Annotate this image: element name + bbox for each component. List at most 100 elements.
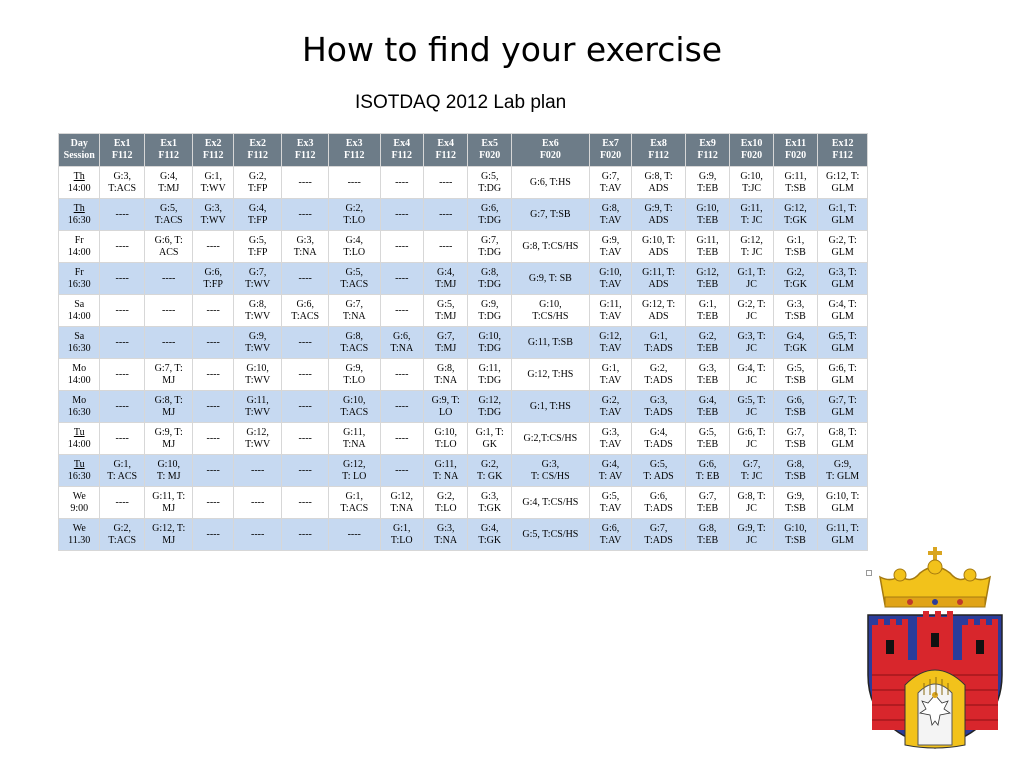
header-exercise: Ex4 F112: [422, 133, 469, 167]
assignment-cell: G:6, T:DG: [467, 198, 512, 231]
table-row: Sa 16:30 ---- ---- ---- G:9, T:WV ---- G:8, T:ACS…: [57, 326, 868, 359]
cell-line: GLM: [831, 406, 854, 418]
cell-line: ----: [115, 368, 129, 380]
assignment-cell: ----: [422, 198, 469, 231]
cell-line: Th: [73, 170, 85, 182]
assignment-cell: G:10, T:JC: [729, 166, 774, 199]
cell-line: T:ACS: [340, 342, 369, 354]
assignment-cell: G:5, T:EB: [684, 422, 731, 455]
cell-line: G:3,: [296, 234, 314, 246]
cell-line: G:12,: [599, 330, 622, 342]
assignment-cell: G:11, T:DG: [467, 358, 512, 391]
cell-line: ----: [115, 240, 129, 252]
cell-line: G:2,: [248, 170, 267, 182]
header-line: F112: [158, 150, 179, 161]
cell-line: G:5,: [480, 170, 499, 182]
header-exercise: Ex2 F112: [232, 133, 283, 167]
cell-line: G:4,: [480, 522, 499, 534]
cell-line: T:LO: [434, 438, 457, 450]
table-row: Tu 16:30 G:1, T: ACS G:10, T: MJ ---- ---- ---- G…: [57, 454, 868, 487]
cell-line: T:AV: [599, 310, 622, 322]
cell-line: T:AV: [599, 534, 622, 546]
cell-line: T:LO: [343, 374, 366, 386]
cell-line: G:3,: [113, 170, 131, 182]
cell-line: 16:30: [67, 214, 91, 226]
assignment-cell: ----: [281, 518, 329, 551]
cell-line: G:6,: [601, 522, 620, 534]
assignment-cell: ----: [379, 454, 424, 487]
assignment-cell: ----: [99, 262, 145, 295]
cell-line: G:5, T:: [828, 330, 857, 342]
cell-line: T:ADS: [644, 406, 673, 418]
assignment-cell: G:10, T:ACS: [327, 390, 381, 423]
cell-line: 11.30: [68, 534, 91, 546]
cell-line: T:EB: [697, 342, 719, 354]
cell-line: T:SB: [785, 502, 806, 514]
cell-line: T:FP: [247, 246, 268, 258]
cell-line: G:4,: [649, 426, 668, 438]
assignment-cell: G:1, T:ACS: [327, 486, 381, 519]
assignment-cell: ----: [281, 454, 329, 487]
assignment-cell: G:12, T: GLM: [817, 166, 868, 199]
assignment-cell: G:1, T:HS: [510, 390, 590, 423]
cell-line: T:FP: [247, 182, 268, 194]
header-line: F112: [391, 150, 413, 161]
cell-line: MJ: [162, 534, 176, 546]
assignment-cell: ----: [99, 294, 145, 327]
header-exercise: Ex3 F112: [281, 133, 329, 167]
assignment-cell: G:8, T:SB: [772, 454, 819, 487]
cell-line: ----: [347, 176, 361, 188]
cell-line: MJ: [162, 374, 176, 386]
cell-line: T:ACS: [108, 534, 137, 546]
header-line: Ex3: [296, 138, 314, 149]
assignment-cell: G:10, T: MJ: [143, 454, 194, 487]
cell-line: GLM: [831, 342, 854, 354]
selection-handle: [866, 570, 872, 576]
table-row: Sa 14:00 ---- ---- ---- G:8, T:WV G:6, T:ACS G:7,…: [57, 294, 868, 327]
cell-line: T: CS/HS: [531, 470, 570, 482]
cell-line: T:AV: [599, 502, 622, 514]
cell-line: G:5,: [159, 202, 178, 214]
cell-line: GLM: [831, 310, 854, 322]
cell-line: ----: [206, 496, 220, 508]
assignment-cell: ----: [422, 166, 469, 199]
cell-line: T:AV: [599, 214, 622, 226]
cell-line: G:12, T:: [826, 170, 860, 182]
crown-icon: [878, 547, 992, 608]
cell-line: G:6, T:HS: [529, 176, 571, 188]
header-line: Ex2: [204, 138, 222, 149]
cell-line: G:12,: [246, 426, 269, 438]
cell-line: G:5, T:CS/HS: [522, 528, 579, 540]
header-line: Ex7: [602, 138, 619, 149]
cell-line: T:EB: [697, 374, 719, 386]
cell-line: T:EB: [697, 406, 719, 418]
cell-line: ADS: [648, 182, 669, 194]
cell-line: G:8, T:CS/HS: [522, 240, 579, 252]
assignment-cell: ----: [192, 422, 234, 455]
cell-line: ACS: [158, 246, 179, 258]
cell-line: T:GK: [784, 278, 807, 290]
cell-line: T:GK: [478, 534, 502, 546]
assignment-cell: G:1, T:LO: [379, 518, 424, 551]
assignment-cell: G:2, T:ACS: [99, 518, 145, 551]
cell-line: G:10,: [478, 330, 501, 342]
cell-line: G:11, T:SB: [527, 336, 573, 348]
cell-line: MJ: [162, 406, 176, 418]
assignment-cell: G:11, T: JC: [729, 198, 774, 231]
header-exercise: Ex10 F020: [729, 133, 774, 167]
assignment-cell: G:5, T:FP: [232, 230, 283, 263]
cell-line: T: JC: [740, 246, 763, 258]
cell-line: G:1,: [113, 458, 131, 470]
cell-line: G:11, T:: [642, 266, 675, 278]
table-row: We 11.30 G:2, T:ACS G:12, T: MJ ---- ---- ---- --…: [57, 518, 868, 551]
cell-line: T:DG: [478, 182, 502, 194]
assignment-cell: ----: [281, 262, 329, 295]
assignment-cell: ----: [143, 294, 194, 327]
header-line: Ex1: [160, 138, 178, 149]
assignment-cell: G:11, T: ADS: [631, 262, 686, 295]
assignment-cell: G:7, T:DG: [467, 230, 512, 263]
assignment-cell: G:5, T: GLM: [817, 326, 868, 359]
cell-line: T:EB: [697, 182, 719, 194]
cell-line: G:12,: [740, 234, 763, 246]
assignment-cell: G:9, T: JC: [729, 518, 774, 551]
